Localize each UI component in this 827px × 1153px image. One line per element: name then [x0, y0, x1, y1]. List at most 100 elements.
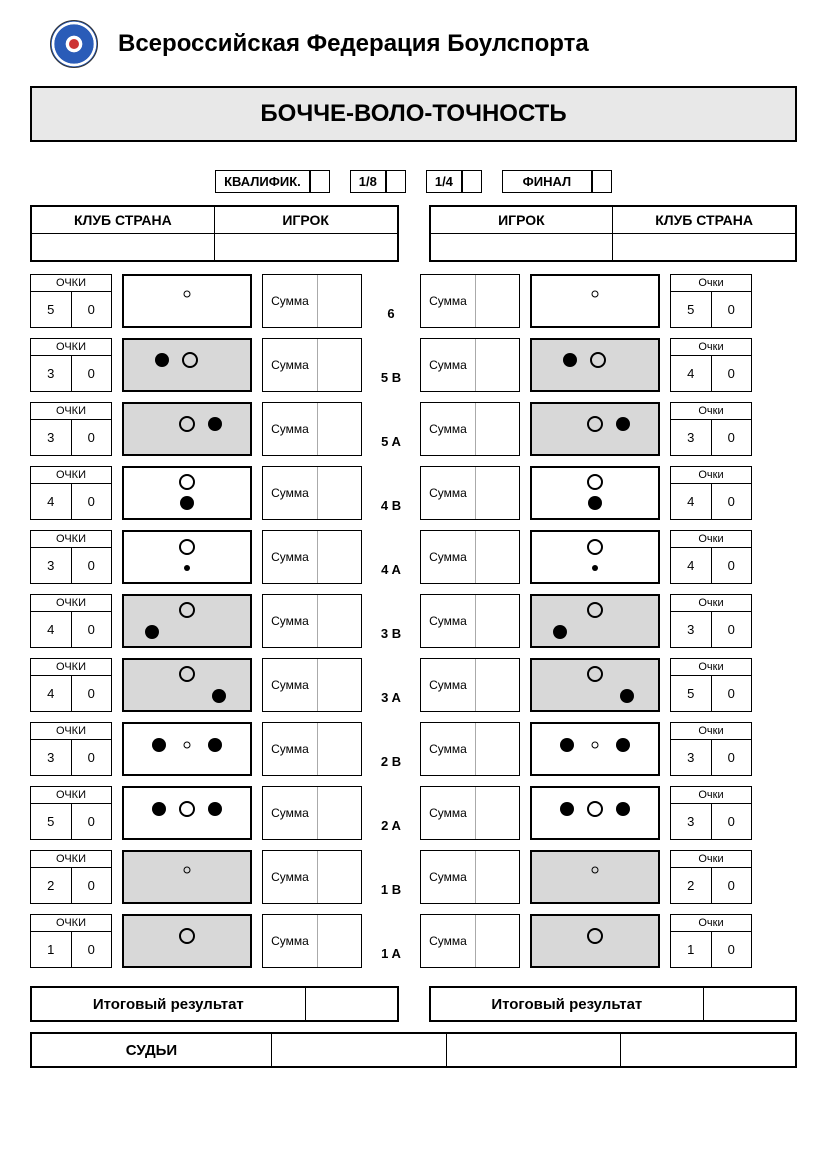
points-vals-left: 40	[31, 612, 111, 647]
points-val-left-0: 3	[31, 420, 71, 455]
target-cell-left	[122, 274, 252, 328]
points-vals-left: 30	[31, 740, 111, 775]
sum-value-left[interactable]	[318, 339, 361, 391]
points-box-right: Очки50	[670, 274, 752, 328]
sum-value-left[interactable]	[318, 467, 361, 519]
target-shape	[208, 738, 222, 752]
player-right-input[interactable]	[431, 234, 613, 260]
points-head-right: Очки	[671, 275, 751, 292]
sum-box-left: Сумма	[262, 530, 362, 584]
result-right-value[interactable]	[704, 988, 795, 1020]
judge-3-input[interactable]	[621, 1034, 795, 1066]
sum-value-left[interactable]	[318, 403, 361, 455]
sum-label-right: Сумма	[421, 915, 476, 967]
points-val-left-0: 4	[31, 484, 71, 519]
points-val-left-1: 0	[71, 612, 112, 647]
sum-value-left[interactable]	[318, 851, 361, 903]
points-val-right-1: 0	[711, 804, 752, 839]
sum-value-left[interactable]	[318, 275, 361, 327]
sum-label-right: Сумма	[421, 467, 476, 519]
points-val-right-1: 0	[711, 740, 752, 775]
sum-value-right[interactable]	[476, 467, 519, 519]
sum-label-left: Сумма	[263, 275, 318, 327]
points-head-right: Очки	[671, 339, 751, 356]
judge-2-input[interactable]	[447, 1034, 622, 1066]
sum-value-right[interactable]	[476, 723, 519, 775]
sum-value-left[interactable]	[318, 915, 361, 967]
sum-value-right[interactable]	[476, 915, 519, 967]
target-cell-right	[530, 338, 660, 392]
sum-box-left: Сумма	[262, 338, 362, 392]
sum-value-right[interactable]	[476, 659, 519, 711]
points-vals-right: 30	[671, 804, 751, 839]
stage-18-check[interactable]	[386, 170, 406, 193]
row-id: 6	[372, 286, 410, 340]
target-cell-left	[122, 594, 252, 648]
target-shape	[179, 474, 195, 490]
points-val-right-0: 5	[671, 676, 711, 711]
sum-value-left[interactable]	[318, 531, 361, 583]
sum-value-right[interactable]	[476, 275, 519, 327]
points-vals-right: 30	[671, 612, 751, 647]
stage-14-label: 1/4	[426, 170, 462, 193]
sum-label-right: Сумма	[421, 275, 476, 327]
sum-label-left: Сумма	[263, 531, 318, 583]
target-row: ОЧКИ40Сумма3 BСуммаОчки30	[30, 594, 797, 648]
sum-value-right[interactable]	[476, 787, 519, 839]
target-row: ОЧКИ30Сумма5 AСуммаОчки30	[30, 402, 797, 456]
points-val-left-0: 3	[31, 740, 71, 775]
judge-1-input[interactable]	[272, 1034, 447, 1066]
points-val-right-1: 0	[711, 356, 752, 391]
sum-value-right[interactable]	[476, 851, 519, 903]
sum-box-right: Сумма	[420, 274, 520, 328]
points-val-right-0: 1	[671, 932, 711, 967]
org-title: Всероссийская Федерация Боулспорта	[118, 30, 589, 58]
sum-box-left: Сумма	[262, 914, 362, 968]
target-cell-right	[530, 274, 660, 328]
sum-value-left[interactable]	[318, 659, 361, 711]
points-vals-right: 10	[671, 932, 751, 967]
sum-value-left[interactable]	[318, 787, 361, 839]
target-shape	[179, 539, 195, 555]
stage-qualif-label: КВАЛИФИК.	[215, 170, 310, 193]
sum-value-right[interactable]	[476, 339, 519, 391]
target-shape	[155, 353, 169, 367]
sum-value-right[interactable]	[476, 403, 519, 455]
sum-value-right[interactable]	[476, 531, 519, 583]
points-val-right-1: 0	[711, 548, 752, 583]
player-left-input[interactable]	[214, 234, 397, 260]
points-head-right: Очки	[671, 787, 751, 804]
points-val-left-1: 0	[71, 740, 112, 775]
sum-value-right[interactable]	[476, 595, 519, 647]
points-box-left: ОЧКИ50	[30, 786, 112, 840]
sum-value-left[interactable]	[318, 595, 361, 647]
target-shape	[184, 290, 191, 297]
sum-box-right: Сумма	[420, 786, 520, 840]
stage-final-check[interactable]	[592, 170, 612, 193]
target-shape	[152, 738, 166, 752]
result-left-value[interactable]	[306, 988, 397, 1020]
points-head-right: Очки	[671, 659, 751, 676]
club-country-right-input[interactable]	[612, 234, 795, 260]
points-vals-left: 40	[31, 484, 111, 519]
sum-box-left: Сумма	[262, 658, 362, 712]
stage-14-check[interactable]	[462, 170, 482, 193]
points-vals-right: 40	[671, 356, 751, 391]
target-shape	[588, 496, 602, 510]
target-shape	[563, 353, 577, 367]
club-country-left-input[interactable]	[32, 234, 214, 260]
points-head-left: ОЧКИ	[31, 723, 111, 740]
points-head-right: Очки	[671, 851, 751, 868]
judges-label: СУДЬИ	[32, 1034, 272, 1066]
stage-qualif-check[interactable]	[310, 170, 330, 193]
points-head-left: ОЧКИ	[31, 915, 111, 932]
points-box-left: ОЧКИ40	[30, 594, 112, 648]
target-shape	[179, 928, 195, 944]
target-cell-left	[122, 466, 252, 520]
sum-box-left: Сумма	[262, 786, 362, 840]
target-row: ОЧКИ50Сумма6СуммаОчки50	[30, 274, 797, 328]
target-row: ОЧКИ20Сумма1 BСуммаОчки20	[30, 850, 797, 904]
target-shape	[179, 602, 195, 618]
sum-value-left[interactable]	[318, 723, 361, 775]
judges-row: СУДЬИ	[30, 1032, 797, 1068]
